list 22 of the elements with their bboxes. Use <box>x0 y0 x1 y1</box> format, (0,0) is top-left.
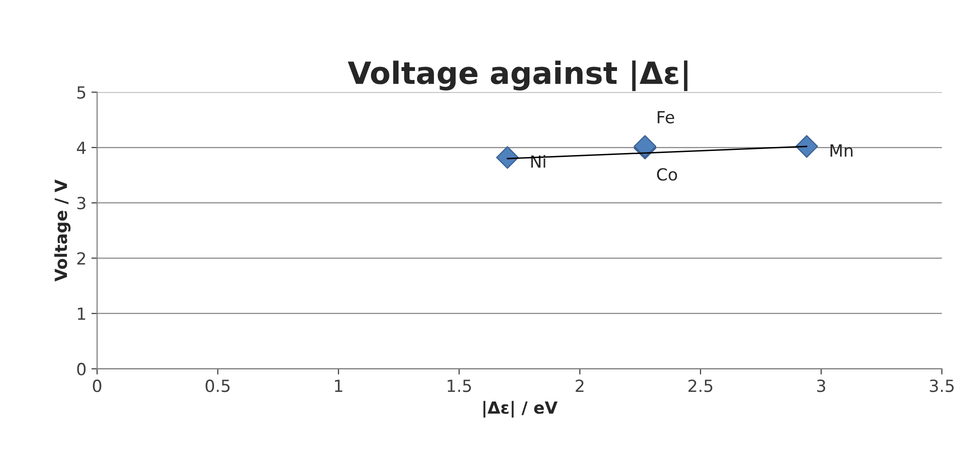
annotation: Mn <box>830 144 852 157</box>
chart-title: Voltage against |Δε| <box>348 60 688 92</box>
annotation: Fe <box>658 111 674 124</box>
y-tick-label: 5 <box>77 86 86 99</box>
x-tick-label: 0.5 <box>206 380 230 392</box>
y-axis-title: Voltage / V <box>54 179 71 282</box>
y-tick-label: 4 <box>76 142 86 154</box>
annotation: Co <box>657 168 678 181</box>
x-tick-label: 1 <box>334 380 342 392</box>
x-axis-title: |Δε| / eV <box>483 400 558 418</box>
point <box>496 146 519 169</box>
x-tick-label: 3.5 <box>930 380 954 392</box>
x-tick-label: 1.5 <box>448 380 471 392</box>
x-tick-label: 2 <box>576 380 584 392</box>
y-tick-label: 2 <box>77 252 86 264</box>
x-tick-label: 2.5 <box>688 380 712 392</box>
y-tick-label: 0 <box>77 362 86 376</box>
x-tick-label: 0 <box>92 380 102 392</box>
y-tick-label: 1 <box>78 308 86 320</box>
y-tick-label: 3 <box>77 196 86 210</box>
x-tick-label: 3 <box>817 380 826 392</box>
point <box>795 135 818 158</box>
